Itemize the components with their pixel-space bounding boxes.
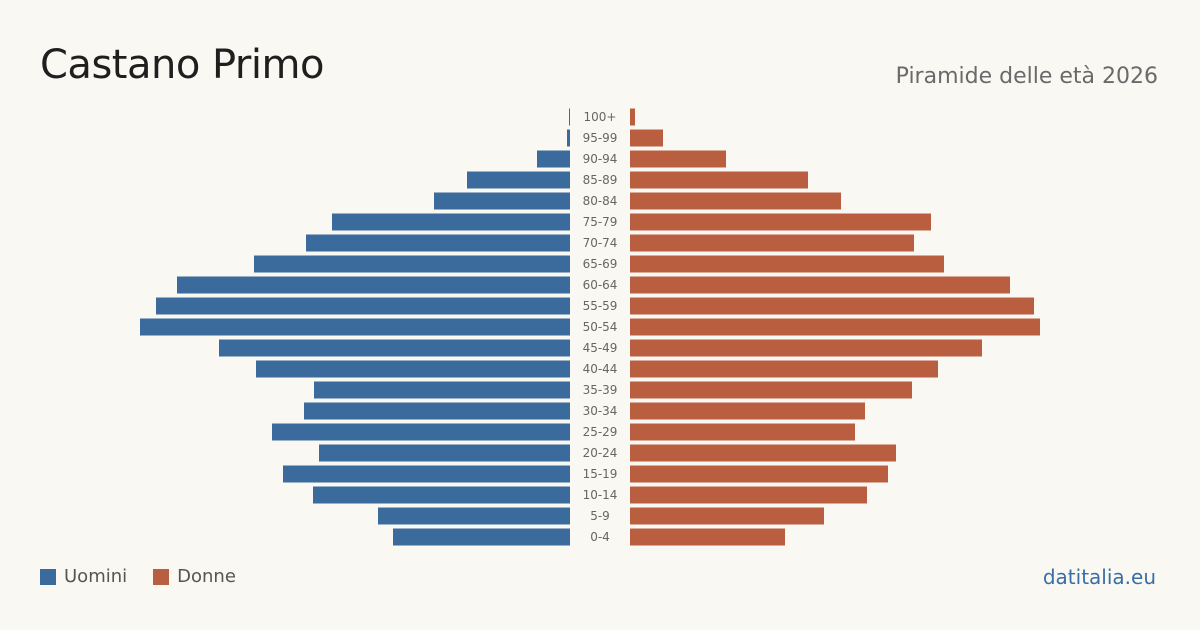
brand-link[interactable]: datitalia.eu bbox=[1042, 565, 1156, 589]
bar-female-20-24 bbox=[630, 444, 896, 462]
bar-male-35-39 bbox=[314, 381, 570, 399]
bar-female-5-9 bbox=[630, 507, 824, 525]
bar-female-35-39 bbox=[630, 381, 912, 399]
bar-male-15-19 bbox=[283, 465, 570, 483]
legend: Uomini Donne bbox=[40, 566, 262, 587]
age-label-35-39: 35-39 bbox=[583, 383, 618, 397]
bar-female-65-69 bbox=[630, 255, 944, 273]
bar-female-0-4 bbox=[630, 528, 785, 546]
bar-male-80-84 bbox=[434, 192, 570, 210]
chart-subtitle: Piramide delle età 2026 bbox=[895, 64, 1158, 89]
bar-female-75-79 bbox=[630, 213, 931, 231]
legend-item-female: Donne bbox=[153, 566, 236, 587]
age-label-0-4: 0-4 bbox=[590, 530, 610, 544]
bar-male-40-44 bbox=[256, 360, 570, 378]
age-label-20-24: 20-24 bbox=[583, 446, 618, 460]
bar-female-80-84 bbox=[630, 192, 841, 210]
age-label-90-94: 90-94 bbox=[583, 152, 618, 166]
bar-female-95-99 bbox=[630, 129, 663, 147]
bar-male-10-14 bbox=[313, 486, 570, 504]
bar-male-45-49 bbox=[219, 339, 570, 357]
bar-female-15-19 bbox=[630, 465, 888, 483]
bar-male-20-24 bbox=[319, 444, 570, 462]
age-label-100plus: 100+ bbox=[584, 110, 617, 124]
bar-female-25-29 bbox=[630, 423, 855, 441]
age-label-85-89: 85-89 bbox=[583, 173, 618, 187]
age-label-55-59: 55-59 bbox=[583, 299, 618, 313]
age-label-25-29: 25-29 bbox=[583, 425, 618, 439]
age-label-70-74: 70-74 bbox=[583, 236, 618, 250]
age-label-80-84: 80-84 bbox=[583, 194, 618, 208]
bar-female-45-49 bbox=[630, 339, 982, 357]
bar-female-90-94 bbox=[630, 150, 726, 168]
bar-male-30-34 bbox=[304, 402, 570, 420]
legend-item-male: Uomini bbox=[40, 566, 127, 587]
age-label-65-69: 65-69 bbox=[583, 257, 618, 271]
bar-male-65-69 bbox=[254, 255, 570, 273]
age-label-5-9: 5-9 bbox=[590, 509, 610, 523]
age-label-45-49: 45-49 bbox=[583, 341, 618, 355]
bar-male-85-89 bbox=[467, 171, 570, 189]
female-swatch bbox=[153, 568, 170, 585]
bar-female-10-14 bbox=[630, 486, 867, 504]
legend-label-male: Uomini bbox=[64, 566, 128, 587]
age-label-50-54: 50-54 bbox=[583, 320, 618, 334]
bar-female-30-34 bbox=[630, 402, 865, 420]
bar-female-60-64 bbox=[630, 276, 1010, 294]
bar-female-40-44 bbox=[630, 360, 938, 378]
bar-male-25-29 bbox=[272, 423, 570, 441]
bar-male-60-64 bbox=[177, 276, 570, 294]
bar-male-70-74 bbox=[306, 234, 570, 252]
legend-label-female: Donne bbox=[177, 566, 236, 587]
bar-male-50-54 bbox=[140, 318, 570, 336]
bar-female-70-74 bbox=[630, 234, 914, 252]
bar-male-90-94 bbox=[537, 150, 570, 168]
bar-male-55-59 bbox=[156, 297, 570, 315]
bar-female-50-54 bbox=[630, 318, 1040, 336]
bar-female-55-59 bbox=[630, 297, 1034, 315]
bar-male-95-99 bbox=[567, 129, 570, 147]
male-swatch bbox=[40, 568, 56, 585]
age-label-10-14: 10-14 bbox=[583, 488, 618, 502]
bar-female-100plus bbox=[630, 108, 635, 126]
age-label-95-99: 95-99 bbox=[583, 131, 618, 145]
bar-male-0-4 bbox=[393, 528, 570, 546]
bar-male-100plus bbox=[569, 108, 570, 126]
bar-female-85-89 bbox=[630, 171, 808, 189]
age-label-60-64: 60-64 bbox=[583, 278, 618, 292]
age-label-40-44: 40-44 bbox=[583, 362, 618, 376]
bar-male-5-9 bbox=[378, 507, 570, 525]
bar-male-75-79 bbox=[332, 213, 570, 231]
page-title: Castano Primo bbox=[40, 42, 324, 88]
age-label-30-34: 30-34 bbox=[583, 404, 618, 418]
age-label-15-19: 15-19 bbox=[583, 467, 618, 481]
age-label-75-79: 75-79 bbox=[583, 215, 618, 229]
